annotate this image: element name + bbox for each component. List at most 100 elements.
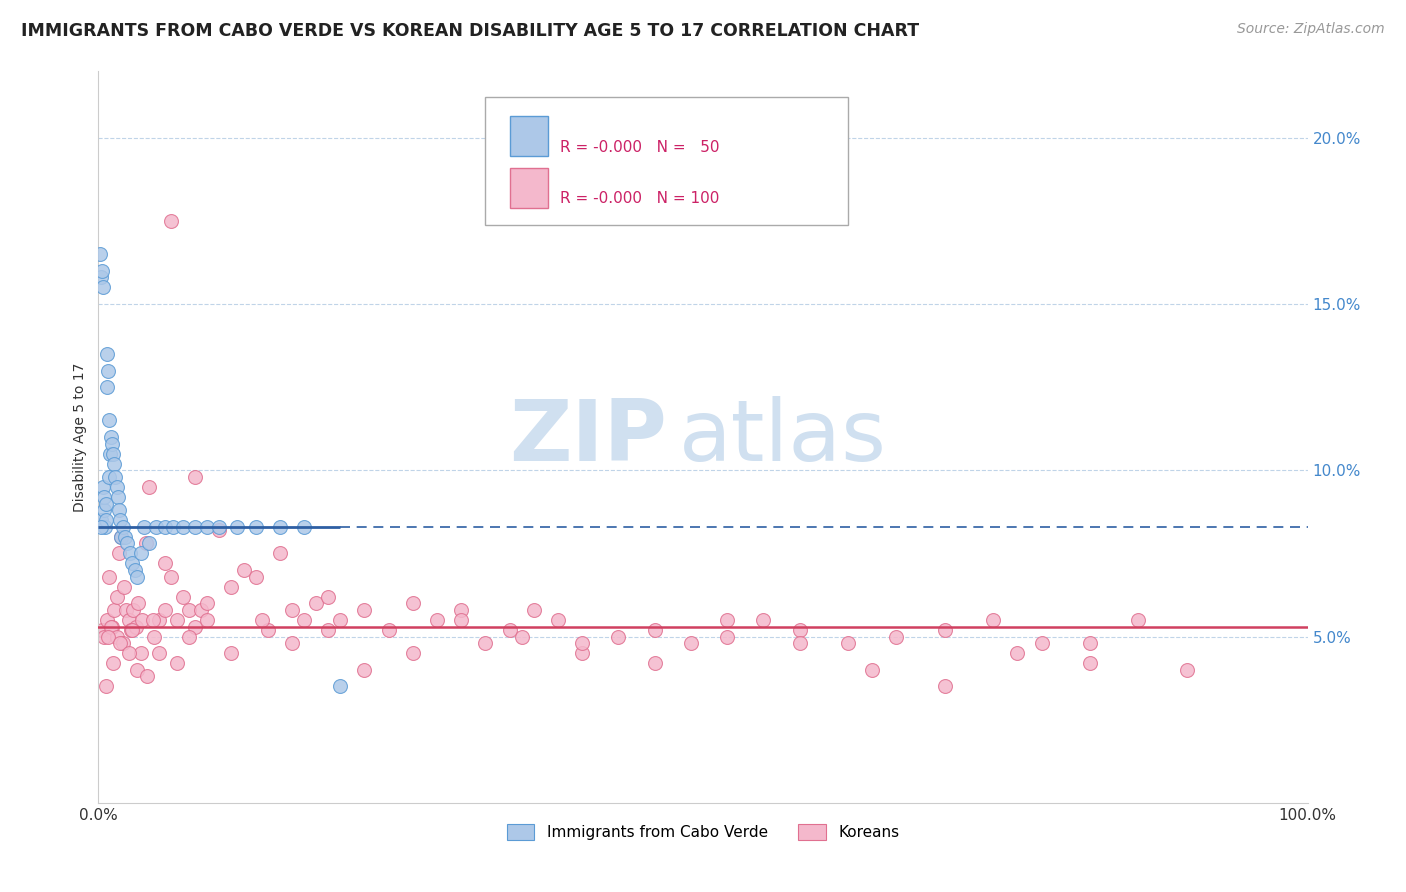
Point bbox=[94, 513, 117, 527]
Point bbox=[250, 613, 273, 627]
Point bbox=[108, 503, 131, 517]
Point bbox=[172, 520, 194, 534]
Point bbox=[129, 546, 152, 560]
Point bbox=[716, 630, 738, 644]
Text: R = -0.000   N =   50: R = -0.000 N = 50 bbox=[561, 140, 720, 155]
Point bbox=[96, 380, 118, 394]
Point bbox=[103, 603, 125, 617]
Point bbox=[716, 613, 738, 627]
Point bbox=[644, 656, 666, 670]
Point bbox=[160, 570, 183, 584]
Point bbox=[1031, 636, 1053, 650]
Point bbox=[232, 563, 254, 577]
Point bbox=[90, 513, 112, 527]
FancyBboxPatch shape bbox=[509, 169, 548, 208]
Point bbox=[148, 613, 170, 627]
Point bbox=[100, 619, 122, 633]
Text: ZIP: ZIP bbox=[509, 395, 666, 479]
Point bbox=[162, 520, 184, 534]
Point bbox=[190, 603, 212, 617]
Point bbox=[145, 520, 167, 534]
Point bbox=[98, 570, 121, 584]
Point bbox=[292, 613, 315, 627]
Point bbox=[510, 630, 533, 644]
Point bbox=[100, 430, 122, 444]
Point bbox=[97, 630, 120, 644]
Point bbox=[353, 663, 375, 677]
Text: IMMIGRANTS FROM CABO VERDE VS KOREAN DISABILITY AGE 5 TO 17 CORRELATION CHART: IMMIGRANTS FROM CABO VERDE VS KOREAN DIS… bbox=[21, 22, 920, 40]
Point bbox=[269, 520, 291, 534]
Point bbox=[402, 646, 425, 660]
Point bbox=[886, 630, 908, 644]
Point bbox=[125, 619, 148, 633]
Point bbox=[135, 536, 157, 550]
Point bbox=[245, 570, 267, 584]
Point bbox=[292, 520, 315, 534]
Point bbox=[353, 603, 375, 617]
Point bbox=[329, 680, 352, 694]
Point bbox=[108, 636, 131, 650]
Point bbox=[112, 580, 135, 594]
Point bbox=[679, 636, 702, 650]
Point bbox=[93, 503, 115, 517]
Point bbox=[114, 530, 136, 544]
Point bbox=[94, 520, 117, 534]
Point bbox=[110, 530, 132, 544]
Point bbox=[281, 603, 304, 617]
Point bbox=[118, 646, 141, 660]
Point bbox=[121, 623, 143, 637]
Point bbox=[450, 603, 472, 617]
Point bbox=[127, 596, 149, 610]
Point bbox=[101, 447, 124, 461]
Point bbox=[138, 536, 160, 550]
Point bbox=[789, 636, 811, 650]
Point bbox=[208, 523, 231, 537]
Point bbox=[402, 596, 425, 610]
Point bbox=[127, 570, 149, 584]
FancyBboxPatch shape bbox=[509, 116, 548, 155]
Point bbox=[98, 470, 121, 484]
Point bbox=[305, 596, 328, 610]
Point bbox=[377, 623, 399, 637]
Point bbox=[120, 623, 142, 637]
Point bbox=[108, 546, 131, 560]
Point bbox=[172, 590, 194, 604]
Point bbox=[474, 636, 496, 650]
Point bbox=[91, 623, 114, 637]
Point bbox=[117, 536, 139, 550]
Point bbox=[450, 613, 472, 627]
Text: atlas: atlas bbox=[679, 395, 887, 479]
Point bbox=[607, 630, 630, 644]
Point bbox=[94, 680, 117, 694]
Point bbox=[118, 546, 141, 560]
Point bbox=[860, 663, 883, 677]
Point bbox=[498, 623, 520, 637]
Point bbox=[195, 596, 218, 610]
Point bbox=[93, 630, 115, 644]
Point bbox=[153, 520, 176, 534]
Point bbox=[101, 656, 124, 670]
Point bbox=[245, 520, 267, 534]
Point bbox=[90, 270, 112, 285]
Point bbox=[121, 557, 143, 571]
Point bbox=[1128, 613, 1150, 627]
Text: Source: ZipAtlas.com: Source: ZipAtlas.com bbox=[1237, 22, 1385, 37]
Point bbox=[184, 520, 207, 534]
Point bbox=[752, 613, 775, 627]
Point bbox=[96, 497, 118, 511]
Point bbox=[195, 520, 218, 534]
Point bbox=[118, 613, 141, 627]
Point bbox=[1078, 656, 1101, 670]
Point bbox=[93, 490, 115, 504]
Point bbox=[160, 214, 183, 228]
Point bbox=[281, 636, 304, 650]
Point bbox=[90, 520, 112, 534]
Point bbox=[179, 603, 201, 617]
Point bbox=[153, 603, 176, 617]
Point bbox=[523, 603, 546, 617]
FancyBboxPatch shape bbox=[485, 97, 848, 225]
Point bbox=[644, 623, 666, 637]
Point bbox=[571, 636, 593, 650]
Point bbox=[934, 680, 956, 694]
Point bbox=[179, 630, 201, 644]
